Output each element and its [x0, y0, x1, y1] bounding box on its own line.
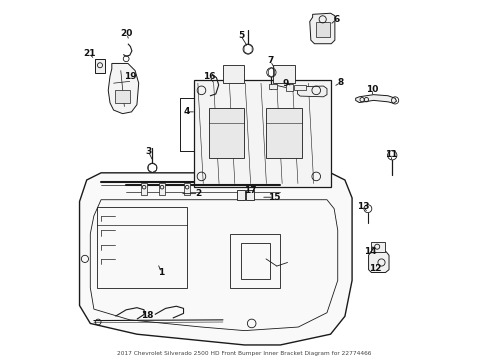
Bar — [246, 190, 254, 201]
Text: 2017 Chevrolet Silverado 2500 HD Front Bumper Inner Bracket Diagram for 22774466: 2017 Chevrolet Silverado 2500 HD Front B… — [117, 351, 371, 356]
Text: 8: 8 — [337, 78, 343, 87]
Bar — [237, 190, 244, 201]
Bar — [223, 65, 244, 83]
Bar — [285, 84, 292, 91]
Text: 11: 11 — [384, 150, 396, 159]
Text: 9: 9 — [282, 79, 288, 88]
Bar — [268, 84, 277, 89]
Bar — [115, 90, 129, 103]
Text: 10: 10 — [365, 85, 378, 94]
Text: 6: 6 — [332, 15, 339, 24]
Text: 2: 2 — [195, 189, 202, 198]
Polygon shape — [355, 95, 396, 103]
Text: 21: 21 — [83, 49, 96, 58]
Text: 16: 16 — [203, 72, 215, 81]
Bar — [141, 183, 147, 195]
Polygon shape — [309, 13, 334, 44]
Text: 13: 13 — [357, 202, 369, 211]
Text: 20: 20 — [121, 29, 133, 38]
Polygon shape — [80, 173, 351, 345]
Polygon shape — [108, 63, 139, 114]
Text: 1: 1 — [158, 268, 164, 277]
Bar — [208, 108, 244, 158]
Text: 3: 3 — [145, 147, 151, 156]
Polygon shape — [368, 252, 388, 273]
Text: 18: 18 — [141, 311, 153, 320]
Polygon shape — [297, 86, 326, 97]
Bar — [316, 22, 329, 37]
Bar — [184, 183, 190, 195]
Bar — [273, 65, 294, 83]
Text: 4: 4 — [183, 107, 189, 116]
Text: 14: 14 — [364, 247, 376, 256]
Bar — [370, 242, 384, 252]
Bar — [293, 85, 305, 90]
Bar — [159, 183, 164, 195]
Bar — [265, 108, 301, 158]
Text: 15: 15 — [267, 193, 280, 202]
Bar — [194, 80, 330, 187]
Bar — [94, 59, 105, 73]
Text: 19: 19 — [124, 72, 137, 81]
Text: 17: 17 — [244, 186, 256, 195]
Text: 5: 5 — [237, 31, 244, 40]
Text: 7: 7 — [266, 57, 273, 66]
Text: 12: 12 — [369, 265, 381, 274]
